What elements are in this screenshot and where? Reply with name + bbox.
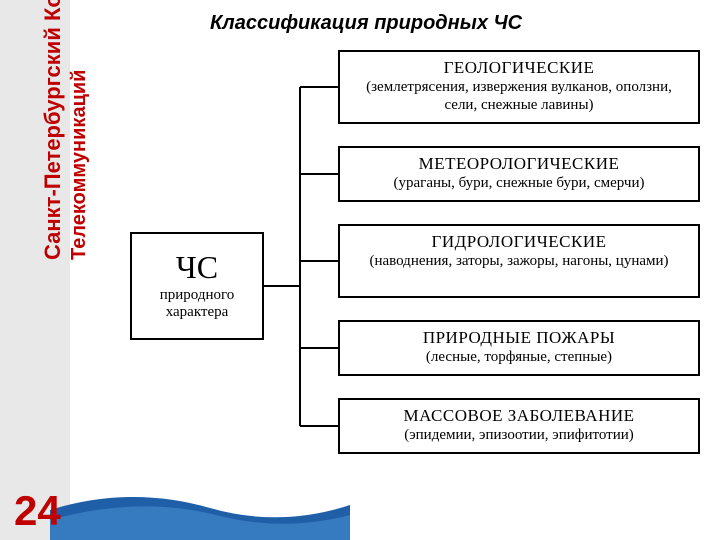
category-title: ГЕОЛОГИЧЕСКИЕ [348,58,690,78]
category-title: МЕТЕОРОЛОГИЧЕСКИЕ [348,154,690,174]
category-subtitle: (лесные, торфяные, степные) [348,348,690,366]
root-sub: природного характера [160,287,235,322]
category-subtitle: (наводнения, заторы, зажоры, нагоны, цун… [348,252,690,270]
category-node: МАССОВОЕ ЗАБОЛЕВАНИЕ(эпидемии, эпизоотии… [338,398,700,454]
category-subtitle: (эпидемии, эпизоотии, эпифитотии) [348,426,690,444]
root-sub-line2: характера [166,304,229,320]
slide-number: 24 [14,487,61,535]
root-title: ЧС [176,251,218,283]
category-subtitle: (ураганы, бури, снежные бури, смерчи) [348,174,690,192]
root-node: ЧС природного характера [130,232,264,340]
category-node: МЕТЕОРОЛОГИЧЕСКИЕ(ураганы, бури, снежные… [338,146,700,202]
sidebar-label-line1: Санкт-Петербургский Колледж [40,0,66,260]
root-sub-line1: природного [160,287,235,303]
category-node: ГЕОЛОГИЧЕСКИЕ(землетрясения, извержения … [338,50,700,124]
category-node: ПРИРОДНЫЕ ПОЖАРЫ(лесные, торфяные, степн… [338,320,700,376]
category-subtitle: (землетрясения, извержения вулканов, опо… [348,78,690,114]
page-title: Классификация природных ЧС [210,12,522,35]
category-title: МАССОВОЕ ЗАБОЛЕВАНИЕ [348,406,690,426]
category-title: ГИДРОЛОГИЧЕСКИЕ [348,232,690,252]
classification-diagram: ЧС природного характера ГЕОЛОГИЧЕСКИЕ(зе… [70,42,710,522]
category-title: ПРИРОДНЫЕ ПОЖАРЫ [348,328,690,348]
category-node: ГИДРОЛОГИЧЕСКИЕ(наводнения, заторы, зажо… [338,224,700,298]
